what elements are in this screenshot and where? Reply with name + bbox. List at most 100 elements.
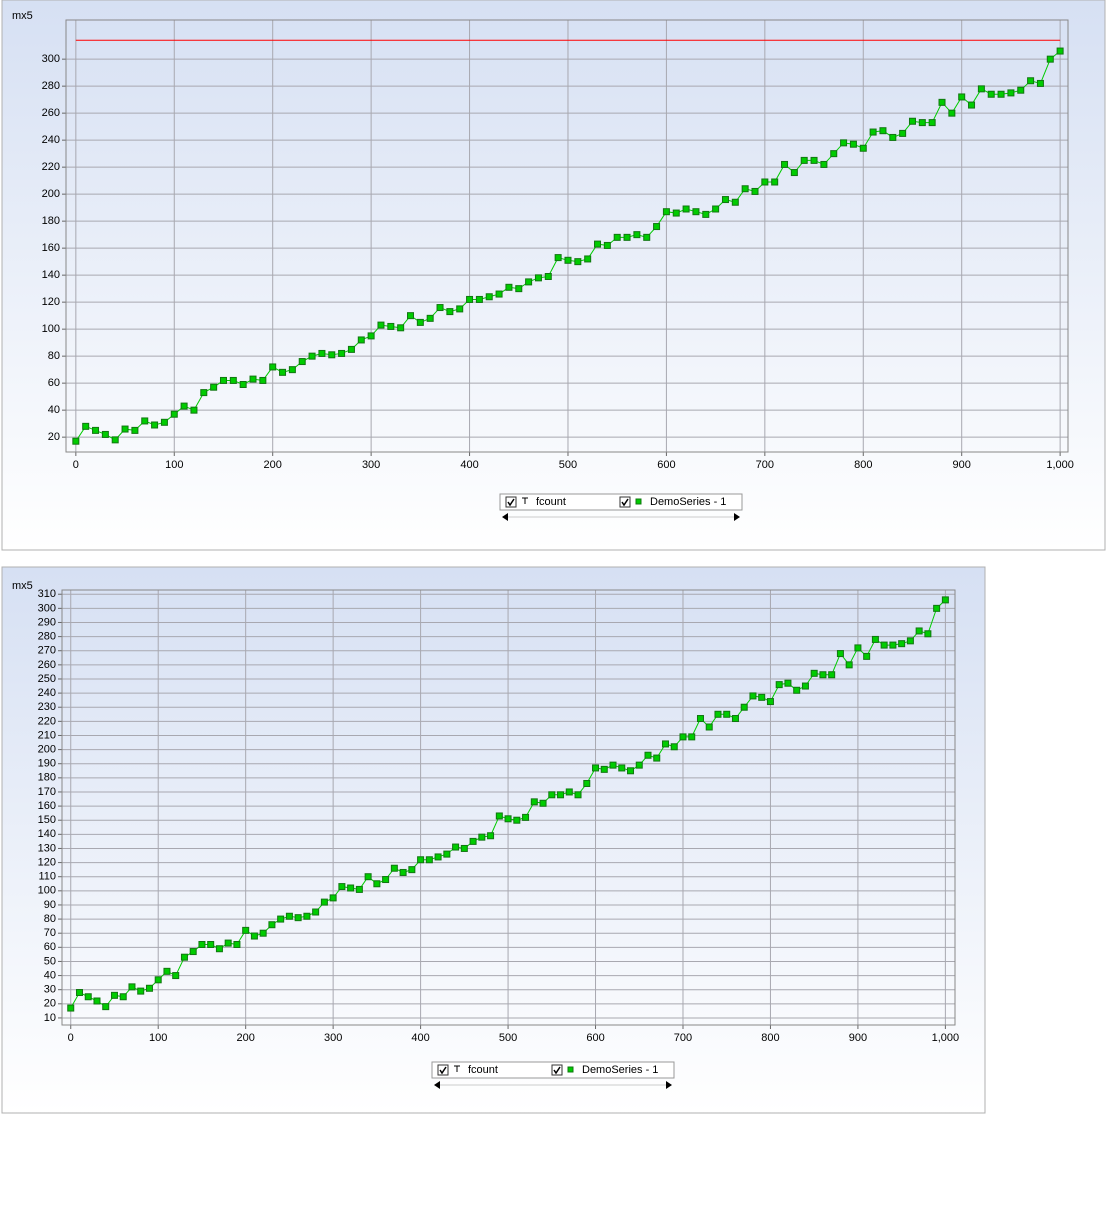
point-marker [338, 883, 346, 891]
point-marker [190, 406, 198, 414]
y-tick-label: 150 [38, 814, 56, 826]
point-marker [565, 788, 573, 796]
point-marker [740, 703, 748, 711]
point-marker [250, 932, 258, 940]
point-marker [751, 187, 759, 195]
point-marker [682, 205, 690, 213]
chart: mx5 10 20 30 40 50 60 70 80 90 100 110 120 130 140 150 1… [1, 566, 986, 1114]
y-tick-label: 160 [38, 800, 56, 812]
point-marker [879, 127, 887, 135]
legend-checkbox[interactable] [551, 1064, 563, 1076]
point-marker [644, 751, 652, 759]
point-marker [67, 1004, 75, 1012]
legend: fcount DemoSeries - 1 [499, 493, 743, 521]
point-marker [285, 912, 293, 920]
legend-item[interactable]: fcount [505, 496, 566, 508]
point-marker [495, 812, 503, 820]
point-marker [749, 692, 757, 700]
point-marker [198, 940, 206, 948]
point-marker [603, 241, 611, 249]
point-marker [406, 312, 414, 320]
point-marker [364, 873, 372, 881]
point-marker [460, 844, 468, 852]
x-tick-label: 100 [165, 459, 183, 471]
point-marker [539, 799, 547, 807]
scroll-right [666, 1081, 672, 1089]
point-marker [828, 671, 836, 679]
point-marker [163, 967, 171, 975]
point-marker [288, 366, 296, 374]
legend-item[interactable]: DemoSeries - 1 [619, 496, 726, 508]
point-marker [871, 635, 879, 643]
point-marker [721, 196, 729, 204]
point-marker [417, 856, 425, 864]
point-marker [504, 815, 512, 823]
y-tick-label: 170 [38, 786, 56, 798]
point-marker [101, 430, 109, 438]
point-marker [702, 210, 710, 218]
point-marker [151, 421, 159, 429]
legend-label: fcount [468, 1064, 498, 1076]
point-marker [948, 109, 956, 117]
point-marker [977, 85, 985, 93]
legend-checkbox[interactable] [505, 496, 517, 508]
point-marker [810, 669, 818, 677]
point-marker [1017, 86, 1025, 94]
point-marker [899, 129, 907, 137]
point-marker [160, 418, 168, 426]
legend-item[interactable]: fcount [437, 1064, 498, 1076]
point-marker [819, 671, 827, 679]
point-marker [249, 375, 257, 383]
point-marker [670, 743, 678, 751]
legend-checkbox[interactable] [619, 496, 631, 508]
y-tick-label: 60 [48, 377, 60, 389]
y-tick-label: 180 [42, 215, 60, 227]
point-marker [328, 351, 336, 359]
point-marker [775, 681, 783, 689]
y-tick-label: 220 [42, 161, 60, 173]
legend-item[interactable]: DemoSeries - 1 [551, 1064, 658, 1076]
x-tick-label: 600 [657, 459, 675, 471]
point-marker [224, 939, 232, 947]
legend-symbol [454, 1065, 460, 1072]
point-marker [436, 304, 444, 312]
point-marker [618, 764, 626, 772]
y-tick-label: 280 [42, 80, 60, 92]
point-marker [771, 178, 779, 186]
point-marker [889, 641, 897, 649]
point-marker [426, 314, 434, 322]
point-marker [554, 254, 562, 262]
legend-checkbox[interactable] [437, 1064, 449, 1076]
point-marker [613, 233, 621, 241]
point-marker [377, 321, 385, 329]
y-tick-label: 40 [48, 404, 60, 416]
x-tick-label: 1,000 [1046, 459, 1074, 471]
point-marker [705, 723, 713, 731]
point-marker [643, 233, 651, 241]
y-tick-label: 130 [38, 842, 56, 854]
point-marker [239, 381, 247, 388]
point-marker [72, 437, 80, 445]
point-marker [137, 987, 145, 995]
point-marker [390, 864, 398, 872]
point-marker [229, 376, 237, 384]
point-marker [557, 791, 565, 799]
y-tick-label: 70 [44, 927, 56, 939]
point-marker [594, 240, 602, 248]
y-tick-label: 260 [42, 107, 60, 119]
x-tick-label: 200 [264, 459, 282, 471]
point-marker [399, 868, 407, 876]
point-marker [373, 880, 381, 888]
point-marker [889, 133, 897, 141]
point-marker [320, 898, 328, 906]
point-marker [564, 256, 572, 264]
point-marker [242, 926, 250, 934]
point-marker [941, 596, 949, 604]
y-tick-label: 160 [42, 242, 60, 254]
point-marker [836, 650, 844, 658]
point-marker [609, 761, 617, 769]
y-tick-label: 120 [42, 296, 60, 308]
point-marker [259, 376, 267, 384]
point-marker [82, 422, 90, 430]
point-marker [367, 332, 375, 340]
